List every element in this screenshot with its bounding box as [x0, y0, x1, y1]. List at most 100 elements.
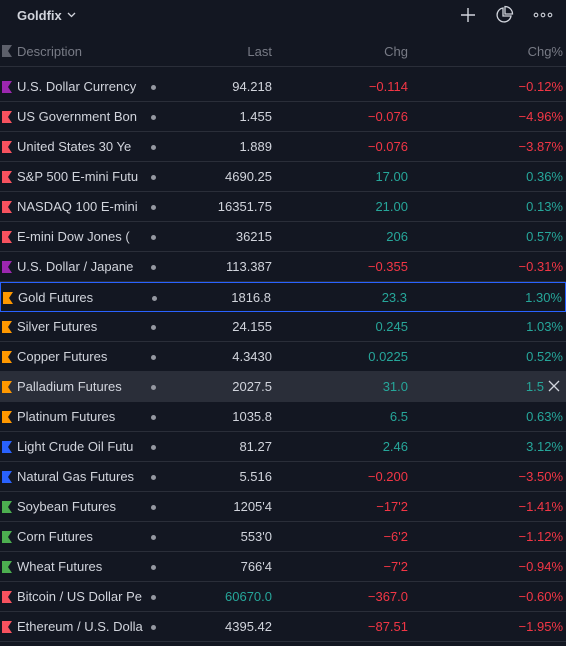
column-header: Description Last Chg Chg% [0, 37, 566, 67]
change-percent: 1.03% [526, 319, 563, 334]
table-row[interactable]: S&P 500 E-mini Futu 4690.25 17.00 0.36% [0, 162, 566, 192]
symbol-name: Gold Futures [18, 290, 94, 305]
symbol-name: US Government Bon [17, 109, 137, 124]
status-dot [151, 475, 156, 480]
change-percent: 1.30% [525, 290, 562, 305]
status-dot [151, 505, 156, 510]
plus-icon[interactable] [458, 5, 478, 25]
change-value: −17'2 [376, 499, 408, 514]
flag-icon[interactable] [3, 292, 13, 304]
status-dot [151, 145, 156, 150]
symbol-name: S&P 500 E-mini Futu [17, 169, 139, 184]
table-row[interactable]: Silver Futures 24.155 0.245 1.03% [0, 312, 566, 342]
status-dot [151, 265, 156, 270]
flag-icon[interactable] [2, 111, 12, 123]
table-row[interactable]: Copper Futures 4.3430 0.0225 0.52% [0, 342, 566, 372]
status-dot [151, 115, 156, 120]
last-price: 1035.8 [232, 409, 272, 424]
flag-icon[interactable] [2, 141, 12, 153]
flag-icon[interactable] [2, 231, 12, 243]
status-dot [151, 445, 156, 450]
flag-icon[interactable] [2, 591, 12, 603]
column-chg[interactable]: Chg [384, 44, 408, 59]
table-row[interactable]: U.S. Dollar / Japane 113.387 −0.355 −0.31% [0, 252, 566, 282]
change-value: 6.5 [389, 409, 408, 424]
change-value: 0.0225 [368, 349, 408, 364]
change-value: 2.46 [382, 439, 408, 454]
change-value: 31.0 [382, 379, 408, 394]
column-chg-percent[interactable]: Chg% [527, 44, 563, 59]
flag-icon[interactable] [2, 441, 12, 453]
change-percent: −4.96% [518, 109, 563, 124]
flag-icon[interactable] [2, 81, 12, 93]
symbol-name: Copper Futures [17, 349, 108, 364]
flag-icon[interactable] [2, 381, 12, 393]
flag-icon[interactable] [2, 171, 12, 183]
symbol-name: Wheat Futures [17, 559, 103, 574]
table-row[interactable]: E-mini Dow Jones (36215 206 0.57% [0, 222, 566, 252]
change-value: 17.00 [375, 169, 408, 184]
symbol-name: NASDAQ 100 E-mini [17, 199, 138, 214]
table-row[interactable]: Corn Futures 553'0 −6'2 −1.12% [0, 522, 566, 552]
table-row[interactable]: US Government Bon 1.455 −0.076 −4.96% [0, 102, 566, 132]
table-row[interactable]: Soybean Futures 1205'4 −17'2 −1.41% [0, 492, 566, 522]
column-description[interactable]: Description [17, 44, 83, 59]
status-dot [151, 565, 156, 570]
chevron-down-icon[interactable] [67, 11, 76, 20]
watchlist-title[interactable]: Goldfix [17, 7, 62, 23]
flag-icon[interactable] [2, 471, 12, 483]
table-row[interactable]: United States 30 Ye 1.889 −0.076 −3.87% [0, 132, 566, 162]
flag-icon[interactable] [2, 501, 12, 513]
change-percent: −0.60% [518, 589, 563, 604]
change-percent: −1.41% [518, 499, 563, 514]
table-row[interactable]: Ethereum / U.S. Dolla 4395.42 −87.51 −1.95% [0, 612, 566, 642]
change-value: 23.3 [381, 290, 407, 305]
table-row[interactable]: Gold Futures 1816.8 23.3 1.30% [0, 282, 566, 312]
table-row[interactable]: Bitcoin / US Dollar Pe 60670.0 −367.0 −0.60… [0, 582, 566, 612]
change-value: −0.200 [367, 469, 408, 484]
last-price: 1205'4 [233, 499, 272, 514]
status-dot [151, 535, 156, 540]
last-price: 1816.8 [231, 290, 271, 305]
column-last[interactable]: Last [247, 44, 272, 59]
more-icon[interactable] [533, 5, 553, 25]
flag-icon[interactable] [2, 561, 12, 573]
last-price: 5.516 [239, 469, 272, 484]
last-price: 2027.5 [232, 379, 272, 394]
table-row[interactable]: Palladium Futures 2027.5 31.0 1.5 [0, 372, 566, 402]
status-dot [151, 235, 156, 240]
flag-icon[interactable] [2, 351, 12, 363]
symbol-name: E-mini Dow Jones ( [17, 229, 130, 244]
change-value: −0.076 [367, 139, 408, 154]
symbol-name: Ethereum / U.S. Dolla [17, 619, 143, 634]
close-icon[interactable] [548, 380, 560, 392]
flag-icon[interactable] [2, 201, 12, 213]
status-dot [151, 175, 156, 180]
change-percent: −1.95% [518, 619, 563, 634]
flag-icon[interactable] [2, 321, 12, 333]
symbol-name: Palladium Futures [17, 379, 122, 394]
change-percent: −3.87% [518, 139, 563, 154]
table-row[interactable]: Platinum Futures 1035.8 6.5 0.63% [0, 402, 566, 432]
change-percent: −0.12% [518, 79, 563, 94]
symbol-list: U.S. Dollar Currency 94.218 −0.114 −0.12% US… [0, 72, 566, 642]
flag-icon[interactable] [2, 411, 12, 423]
table-row[interactable]: Wheat Futures 766'4 −7'2 −0.94% [0, 552, 566, 582]
symbol-name: Platinum Futures [17, 409, 116, 424]
last-price: 553'0 [240, 529, 272, 544]
symbol-name: Bitcoin / US Dollar Pe [17, 589, 142, 604]
table-row[interactable]: Natural Gas Futures 5.516 −0.200 −3.50% [0, 462, 566, 492]
table-row[interactable]: Light Crude Oil Futu 81.27 2.46 3.12% [0, 432, 566, 462]
last-price: 16351.75 [217, 199, 272, 214]
flag-icon[interactable] [2, 531, 12, 543]
pie-chart-icon[interactable] [494, 5, 514, 25]
flag-icon[interactable] [2, 621, 12, 633]
table-row[interactable]: U.S. Dollar Currency 94.218 −0.114 −0.12% [0, 72, 566, 102]
status-dot [151, 625, 156, 630]
last-price: 36215 [235, 229, 272, 244]
flag-icon[interactable] [2, 45, 12, 57]
symbol-name: Soybean Futures [17, 499, 117, 514]
flag-icon[interactable] [2, 261, 12, 273]
status-dot [151, 205, 156, 210]
table-row[interactable]: NASDAQ 100 E-mini 16351.75 21.00 0.13% [0, 192, 566, 222]
